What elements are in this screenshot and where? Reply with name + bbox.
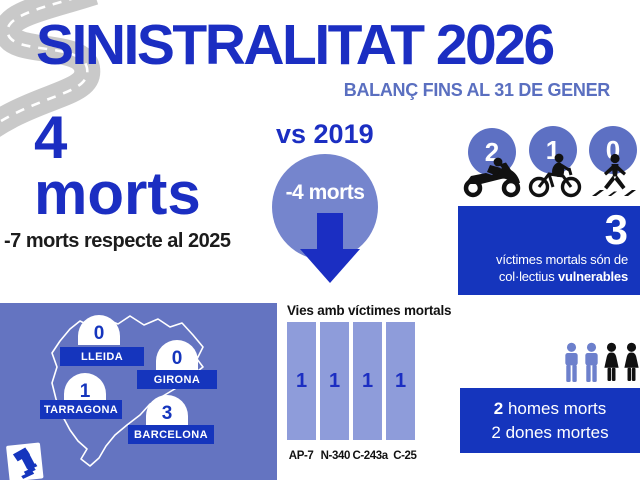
vulnerable-caption-bold: vulnerables [557, 268, 628, 284]
total-deaths-unit: morts [34, 160, 201, 228]
women-deaths-line: 2 dones mortes [491, 422, 609, 442]
pedestrian-icon [592, 153, 636, 196]
subtitle: BALANÇ FINS AL 31 DE GENER [343, 80, 611, 100]
men-deaths-value: 2 [493, 398, 504, 418]
label-c243a: C-243a [352, 450, 388, 462]
tarragona-value: 1 [79, 381, 91, 402]
barcelona-value: 3 [161, 403, 173, 424]
gender-pictograms [562, 342, 640, 384]
vs-2019-delta: -4 morts [285, 181, 365, 204]
bicycle-icon [528, 153, 582, 198]
tarragona-label: TARRAGONA [40, 400, 122, 419]
barcelona-dome: 3 [146, 395, 188, 425]
comparison-2025-text: -7 morts respecte al 2025 [4, 230, 231, 252]
bar-n340-value: 1 [328, 369, 341, 392]
motorcycle-icon [463, 157, 521, 198]
bar-c243a: 1 [353, 322, 382, 440]
bar-ap7-value: 1 [295, 369, 308, 392]
road-graphic-icon [0, 0, 101, 137]
lleida-value: 0 [93, 323, 105, 344]
bar-c243a-value: 1 [361, 369, 374, 392]
bar-ap7: 1 [287, 322, 316, 440]
vulnerable-caption: víctimes mortals són de col·lectius vuln… [458, 252, 628, 286]
label-n340: N-340 [320, 450, 351, 462]
vs-2019-circle: -4 morts [272, 154, 378, 260]
total-deaths-value: 4 [34, 104, 68, 171]
roads-bar-chart: 1 1 1 1 [287, 322, 415, 440]
barcelona-label: BARCELONA [128, 425, 214, 444]
woman-icon [624, 342, 639, 382]
vulnerable-caption-line2: col·lectius [498, 268, 558, 284]
roads-chart-title: Vies amb víctimes mortals [287, 303, 452, 318]
bicycle-count-badge: 1 [529, 126, 577, 174]
gender-stats-box: 2 homes morts 2 dones mortes [460, 388, 640, 453]
girona-label: GIRONA [137, 370, 217, 389]
label-ap7: AP-7 [288, 450, 314, 462]
lleida-dome: 0 [78, 315, 120, 345]
bar-c25: 1 [386, 322, 415, 440]
total-deaths-stat: 4 morts [34, 104, 201, 228]
girona-value: 0 [171, 348, 183, 369]
bar-c25-value: 1 [394, 369, 407, 392]
vs-2019-label: vs 2019 [276, 119, 374, 149]
woman-icon [604, 342, 619, 382]
men-deaths-line: 2 homes morts [494, 397, 606, 421]
lleida-label: LLEIDA [60, 347, 144, 366]
roads-axis-labels: AP-7 N-340 C-243a C-25 [284, 450, 422, 462]
men-deaths-text: homes morts [503, 398, 607, 418]
vulnerable-caption-line1: víctimes mortals són de [496, 252, 628, 268]
bar-n340: 1 [320, 322, 349, 440]
catalonia-map-panel: 0 LLEIDA 0 GIRONA 1 TARRAGONA 3 BARCELON… [0, 303, 277, 480]
man-icon [565, 342, 578, 382]
transit-service-logo-icon [6, 442, 44, 480]
down-arrow-icon [300, 213, 360, 283]
page-title: SINISTRALITAT 2026 [36, 13, 555, 77]
girona-dome: 0 [156, 340, 198, 370]
tarragona-dome: 1 [64, 373, 106, 403]
vulnerable-victims-box: 3 víctimes mortals són de col·lectius vu… [458, 206, 640, 295]
vulnerable-total: 3 [604, 206, 628, 253]
label-c25: C-25 [393, 450, 417, 462]
man-icon [585, 342, 598, 382]
